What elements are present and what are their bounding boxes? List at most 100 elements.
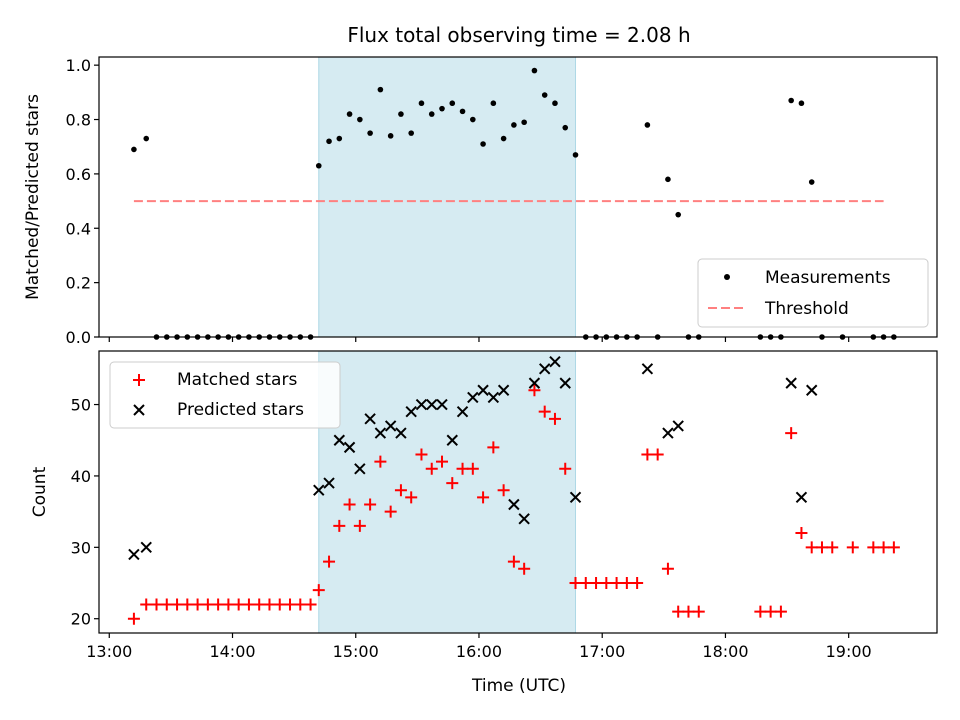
matched-star-point xyxy=(590,577,603,590)
predicted-star-point xyxy=(415,398,428,411)
matched-star-point xyxy=(631,577,644,590)
measurement-point xyxy=(572,152,579,158)
matched-star-point xyxy=(415,448,428,461)
predicted-star-point xyxy=(364,413,376,425)
x-tick-label: 14:00 xyxy=(209,642,255,661)
measurement-point xyxy=(788,97,794,104)
predicted-star-point xyxy=(467,391,479,404)
measurement-point xyxy=(562,124,569,131)
bottom-plot-frame xyxy=(98,350,938,634)
measurement-point xyxy=(459,108,466,115)
x-tick-label: 16:00 xyxy=(456,642,502,661)
legend-measurements-label: Measurements xyxy=(765,268,891,288)
matched-star-point xyxy=(127,612,140,625)
matched-star-point xyxy=(232,598,245,611)
y-tick-label: 20 xyxy=(71,610,91,629)
matched-star-point xyxy=(181,598,194,611)
matched-star-point xyxy=(805,541,818,554)
measurement-point xyxy=(490,100,497,107)
matched-star-point xyxy=(425,462,438,475)
predicted-star-point xyxy=(508,498,520,511)
matched-star-point xyxy=(160,598,173,611)
measurement-point xyxy=(541,92,548,98)
matched-star-point xyxy=(559,462,572,475)
top-plot-frame xyxy=(98,56,938,338)
matched-star-point xyxy=(171,598,184,611)
matched-star-point xyxy=(774,605,787,618)
predicted-star-point xyxy=(785,377,797,389)
predicted-star-point xyxy=(662,427,674,439)
x-tick-label: 18:00 xyxy=(702,642,748,661)
matched-star-point xyxy=(764,605,777,618)
predicted-star-point xyxy=(528,377,541,389)
matched-star-point xyxy=(600,577,613,590)
predicted-star-point xyxy=(497,384,510,396)
predicted-star-point xyxy=(436,398,448,411)
y-tick-label: 0.8 xyxy=(66,111,91,130)
y-tick-label: 1.0 xyxy=(66,56,91,75)
top-y-axis-label: Matched/Predicted stars xyxy=(23,94,43,300)
predicted-star-point xyxy=(487,391,500,404)
matched-star-point xyxy=(405,491,418,504)
matched-star-point xyxy=(353,519,366,532)
matched-star-point xyxy=(867,541,880,554)
matched-star-point xyxy=(569,577,582,590)
y-tick-label: 30 xyxy=(71,538,91,557)
matched-star-point xyxy=(150,598,163,611)
measurement-point xyxy=(644,122,651,128)
top-legend-box xyxy=(697,258,929,328)
measurement-point xyxy=(377,86,384,93)
predicted-star-point xyxy=(446,434,458,446)
matched-star-point xyxy=(242,598,255,611)
matched-star-point xyxy=(846,541,859,554)
measurement-point xyxy=(428,111,435,117)
predicted-star-point xyxy=(354,463,366,475)
measurement-point xyxy=(521,119,527,126)
y-tick-label: 0.0 xyxy=(66,328,91,347)
predicted-star-point xyxy=(806,384,818,396)
matched-star-point xyxy=(273,598,286,611)
matched-star-point xyxy=(887,541,900,554)
predicted-star-point xyxy=(313,484,325,496)
predicted-star-point xyxy=(426,398,438,411)
predicted-star-point xyxy=(569,491,582,504)
matched-star-point xyxy=(263,598,276,611)
measurement-point xyxy=(408,130,414,136)
measurement-point xyxy=(808,179,815,185)
measurement-point xyxy=(336,135,343,142)
matched-star-point xyxy=(304,598,317,611)
predicted-star-point xyxy=(374,427,387,439)
predicted-star-point xyxy=(641,363,654,375)
predicted-star-point xyxy=(343,441,356,454)
measurement-point xyxy=(326,138,332,145)
measurement-point xyxy=(500,135,507,142)
measurement-point xyxy=(418,100,425,107)
predicted-star-point xyxy=(549,356,561,368)
matched-star-point xyxy=(548,412,561,425)
measurement-point xyxy=(346,111,353,117)
matched-star-point xyxy=(754,605,767,618)
measurement-point xyxy=(665,176,671,183)
measurement-point xyxy=(798,100,805,107)
measurement-point xyxy=(315,162,322,169)
measurement-point xyxy=(357,116,363,123)
predicted-star-point xyxy=(140,541,152,554)
x-tick-label: 17:00 xyxy=(579,642,625,661)
measurement-point xyxy=(470,116,476,123)
measurement-point xyxy=(675,211,682,218)
matched-star-point xyxy=(466,462,479,475)
y-tick-label: 40 xyxy=(71,467,91,486)
bottom-legend-box xyxy=(109,361,341,429)
matched-star-point xyxy=(222,598,235,611)
matched-star-point xyxy=(826,541,839,554)
matched-star-point xyxy=(497,484,510,497)
legend-matched-label: Matched stars xyxy=(177,370,297,390)
matched-star-point xyxy=(795,527,808,540)
x-tick-label: 15:00 xyxy=(333,642,379,661)
predicted-star-point xyxy=(538,363,551,375)
predicted-star-point xyxy=(384,420,397,432)
legend-predicted-marker xyxy=(133,404,145,416)
matched-star-point xyxy=(877,541,890,554)
top-yticks: 0.0 0.2 0.4 0.6 0.8 1.0 xyxy=(66,56,99,347)
